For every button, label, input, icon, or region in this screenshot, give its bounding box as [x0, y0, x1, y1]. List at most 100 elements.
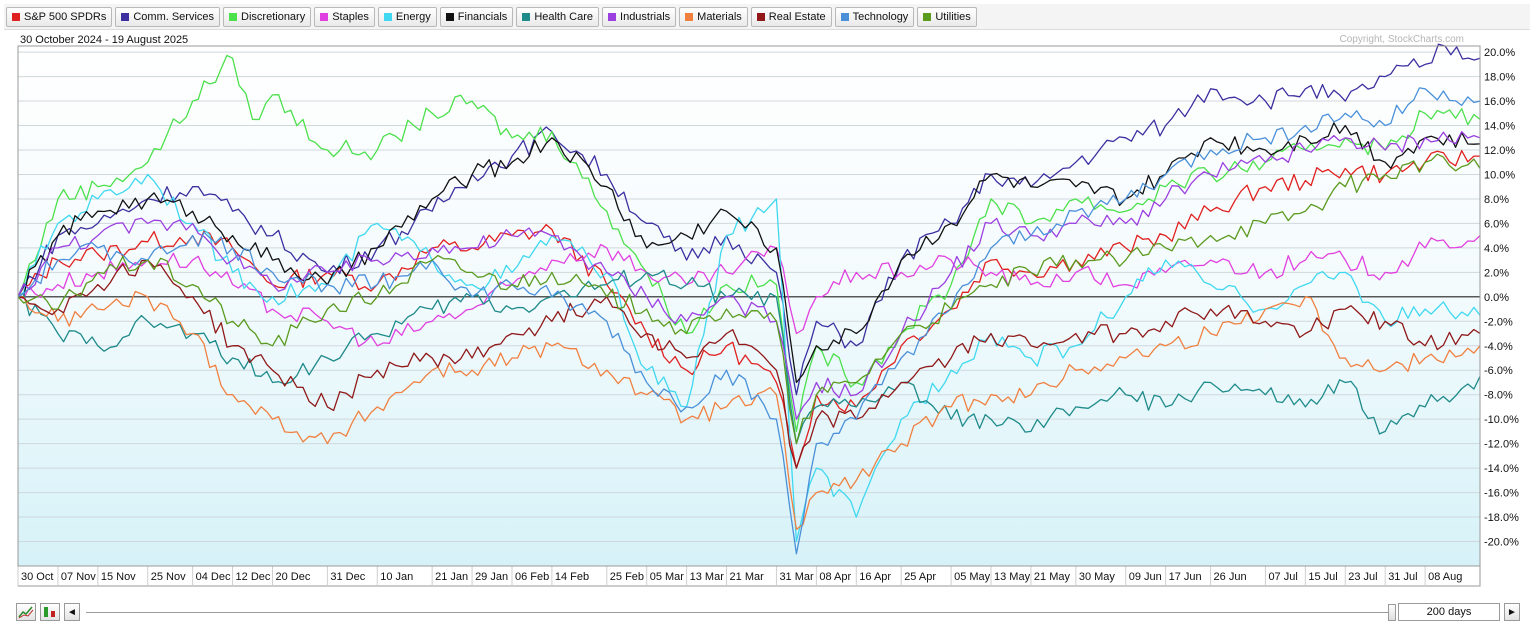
y-tick-label: -16.0% [1484, 488, 1519, 500]
y-tick-label: 0.0% [1484, 292, 1509, 304]
bar-chart-type-icon[interactable] [40, 603, 60, 621]
series-line [17, 259, 1481, 469]
legend-swatch-icon [685, 12, 694, 21]
x-tick-label: 25 Feb [610, 571, 644, 583]
legend-swatch-icon [840, 12, 849, 21]
legend-label: Industrials [620, 10, 671, 23]
x-tick-label: 14 Feb [555, 571, 589, 583]
y-tick-label: -18.0% [1484, 512, 1519, 524]
x-tick-label: 10 Jan [380, 571, 413, 583]
x-tick-label: 16 Apr [859, 571, 891, 583]
legend-item[interactable]: Comm. Services [115, 6, 221, 27]
y-tick-label: -12.0% [1484, 439, 1519, 451]
y-tick-label: 2.0% [1484, 267, 1509, 279]
legend-item[interactable]: Discretionary [223, 6, 312, 27]
x-tick-label: 30 May [1079, 571, 1116, 583]
legend-item[interactable]: Health Care [516, 6, 600, 27]
legend-item[interactable]: Staples [314, 6, 375, 27]
legend-swatch-icon [12, 12, 20, 21]
x-tick-label: 25 Apr [904, 571, 936, 583]
legend-label: S&P 500 SPDRs [24, 10, 107, 23]
legend-item[interactable]: Utilities [917, 6, 977, 27]
plot-border [17, 45, 1481, 567]
x-tick-label: 30 Oct [21, 571, 53, 583]
legend-item[interactable]: Energy [377, 6, 437, 27]
legend-swatch-icon [229, 12, 238, 21]
legend-swatch-icon [121, 12, 130, 21]
x-tick-label: 31 Jul [1388, 571, 1417, 583]
x-tick-label: 26 Jun [1214, 571, 1247, 583]
legend-item[interactable]: Financials [439, 6, 514, 27]
y-tick-label: 8.0% [1484, 194, 1509, 206]
y-tick-label: 14.0% [1484, 121, 1515, 133]
days-input[interactable]: 200 days [1398, 603, 1500, 621]
x-tick-label: 21 May [1034, 571, 1071, 583]
scroll-left-button[interactable]: ◄ [64, 603, 80, 621]
series-line [17, 122, 1481, 384]
legend-label: Utilities [935, 10, 971, 23]
date-scroll-thumb[interactable] [1388, 604, 1396, 621]
x-tick-label: 04 Dec [196, 571, 231, 583]
y-tick-label: -4.0% [1484, 341, 1513, 353]
line-chart-type-icon[interactable] [16, 603, 36, 621]
x-tick-label: 17 Jun [1169, 571, 1202, 583]
legend-label: Energy [395, 10, 431, 23]
series-line [17, 54, 1481, 433]
x-tick-label: 13 Mar [690, 571, 725, 583]
x-tick-label: 31 Dec [330, 571, 365, 583]
series-line [17, 153, 1481, 445]
legend-label: Staples [332, 10, 369, 23]
x-tick-label: 23 Jul [1348, 571, 1377, 583]
date-scroll-track[interactable] [86, 612, 1396, 613]
legend-item[interactable]: Materials [679, 6, 748, 27]
series-line [17, 87, 1481, 555]
y-tick-label: 16.0% [1484, 96, 1515, 108]
y-tick-label: 4.0% [1484, 243, 1509, 255]
x-tick-label: 09 Jun [1129, 571, 1162, 583]
chart-controls: ◄ 200 days ► [16, 600, 1520, 626]
legend-swatch-icon [522, 12, 531, 21]
x-tick-label: 08 Aug [1428, 571, 1462, 583]
x-tick-label: 07 Jul [1268, 571, 1297, 583]
x-tick-label: 08 Apr [819, 571, 851, 583]
legend-item[interactable]: S&P 500 SPDRs [6, 6, 113, 27]
legend-swatch-icon [923, 12, 932, 21]
y-tick-label: 12.0% [1484, 145, 1515, 157]
x-tick-label: 21 Jan [435, 571, 468, 583]
legend-label: Health Care [534, 10, 594, 23]
series-line [17, 290, 1481, 530]
y-tick-label: 10.0% [1484, 169, 1515, 181]
series-line [17, 235, 1481, 348]
legend-label: Technology [852, 10, 909, 23]
x-tick-label: 13 May [994, 571, 1031, 583]
copyright-label: Copyright, StockCharts.com [1339, 34, 1465, 45]
y-tick-label: -14.0% [1484, 463, 1519, 475]
y-tick-label: -6.0% [1484, 365, 1513, 377]
legend-label: Materials [697, 10, 742, 23]
scroll-right-button[interactable]: ► [1504, 603, 1520, 621]
legend-item[interactable]: Real Estate [750, 6, 832, 27]
y-tick-label: -8.0% [1484, 390, 1513, 402]
y-tick-label: -10.0% [1484, 414, 1519, 426]
x-tick-label: 05 May [954, 571, 991, 583]
x-tick-label: 07 Nov [61, 571, 96, 583]
x-tick-label: 12 Dec [236, 571, 271, 583]
x-tick-label: 25 Nov [151, 571, 186, 583]
x-tick-label: 15 Nov [101, 571, 136, 583]
x-tick-label: 21 Mar [730, 571, 765, 583]
legend-label: Comm. Services [133, 10, 215, 23]
plot-area [18, 46, 1480, 566]
y-tick-label: 20.0% [1484, 47, 1515, 59]
legend-label: Real Estate [768, 10, 826, 23]
x-tick-label: 20 Dec [275, 571, 310, 583]
x-tick-label: 06 Feb [515, 571, 549, 583]
legend-item[interactable]: Industrials [602, 6, 677, 27]
legend-label: Discretionary [241, 10, 306, 23]
legend-swatch-icon [383, 12, 392, 21]
y-tick-label: -20.0% [1484, 537, 1519, 549]
legend-swatch-icon [445, 12, 454, 21]
legend-label: Financials [457, 10, 508, 23]
legend-item[interactable]: Technology [834, 6, 915, 27]
